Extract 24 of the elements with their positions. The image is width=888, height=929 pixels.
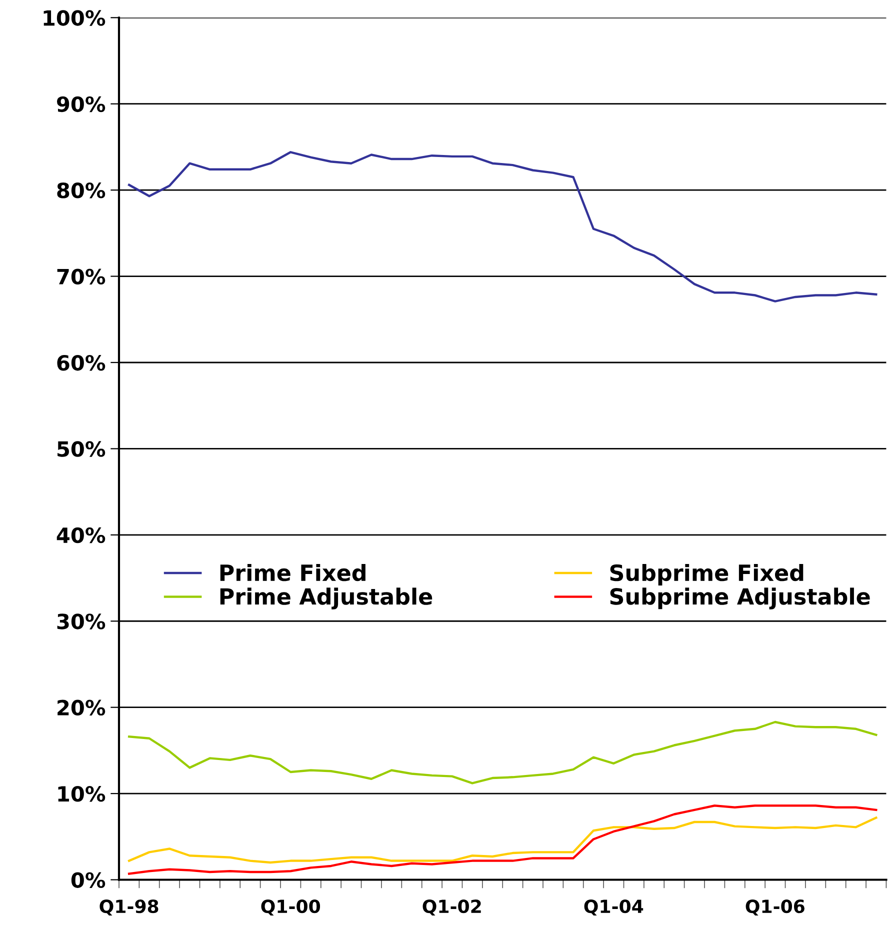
x-tick-label: Q1-98 <box>100 900 158 916</box>
y-tick-label: 80% <box>57 182 106 198</box>
legend-label: Subprime Adjustable <box>610 588 870 610</box>
legend-label: Prime Adjustable <box>220 588 432 610</box>
line-series <box>128 720 878 784</box>
legend-label: Subprime Fixed <box>610 564 804 586</box>
x-tick-label: Q1-06 <box>746 900 804 916</box>
y-tick-label: 60% <box>57 354 106 371</box>
y-tick-label: 90% <box>57 96 106 112</box>
x-tick-label: Q1-00 <box>261 900 320 916</box>
x-tick-label: Q1-04 <box>584 900 644 916</box>
y-tick-label: 0% <box>71 872 106 888</box>
y-tick-label: 10% <box>58 786 106 802</box>
y-tick-label: 70% <box>57 268 106 284</box>
y-tick-label: 50% <box>58 441 106 457</box>
legend-label: Prime Fixed <box>220 564 366 582</box>
line-series <box>128 151 878 302</box>
y-tick-label: 40% <box>56 527 106 544</box>
y-tick-label: 20% <box>58 700 106 716</box>
x-tick-label: Q1-02 <box>422 900 481 916</box>
line-series <box>128 804 878 875</box>
y-tick-label: 30% <box>57 614 106 630</box>
line-series <box>128 816 878 864</box>
y-tick-label: 100% <box>44 10 106 26</box>
